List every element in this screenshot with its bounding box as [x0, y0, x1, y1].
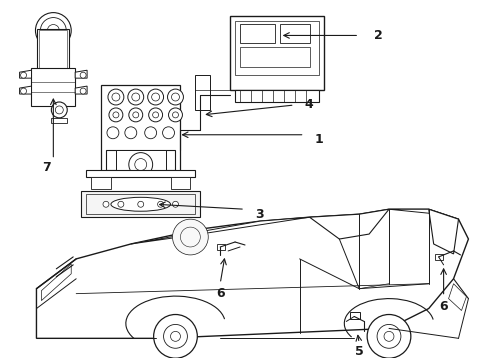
Text: 1: 1 — [315, 133, 323, 146]
Circle shape — [80, 72, 86, 78]
Circle shape — [164, 324, 187, 348]
Circle shape — [135, 159, 147, 171]
Circle shape — [172, 93, 179, 101]
Polygon shape — [20, 86, 31, 94]
Text: 2: 2 — [374, 29, 383, 42]
Circle shape — [118, 201, 124, 207]
Circle shape — [145, 127, 157, 139]
Circle shape — [103, 201, 109, 207]
Bar — [106, 150, 175, 170]
Circle shape — [112, 93, 120, 101]
Circle shape — [151, 93, 160, 101]
Bar — [196, 75, 210, 110]
Bar — [86, 194, 196, 214]
Circle shape — [108, 89, 124, 105]
Circle shape — [169, 108, 182, 122]
Circle shape — [172, 112, 178, 118]
Polygon shape — [131, 217, 310, 244]
Circle shape — [48, 24, 59, 36]
Circle shape — [148, 108, 163, 122]
Polygon shape — [75, 86, 87, 94]
Polygon shape — [36, 209, 468, 338]
Circle shape — [147, 89, 164, 105]
Circle shape — [129, 153, 153, 176]
Bar — [240, 48, 310, 67]
Text: 7: 7 — [42, 161, 51, 174]
Circle shape — [35, 13, 71, 48]
Circle shape — [21, 72, 26, 78]
Circle shape — [180, 227, 200, 247]
Polygon shape — [20, 70, 31, 78]
Text: 4: 4 — [305, 99, 313, 112]
Circle shape — [113, 112, 119, 118]
Polygon shape — [42, 264, 71, 301]
Circle shape — [158, 201, 164, 207]
Circle shape — [367, 315, 411, 358]
Polygon shape — [389, 209, 459, 219]
Bar — [350, 311, 360, 319]
Circle shape — [172, 219, 208, 255]
Bar — [37, 28, 69, 73]
Bar — [235, 21, 319, 75]
Bar — [39, 31, 67, 71]
Bar — [91, 177, 111, 189]
Circle shape — [163, 127, 174, 139]
Circle shape — [168, 89, 183, 105]
Bar — [51, 118, 67, 123]
Bar — [116, 150, 166, 177]
Circle shape — [51, 102, 67, 118]
Circle shape — [153, 112, 159, 118]
Circle shape — [129, 108, 143, 122]
Bar — [217, 244, 225, 250]
Text: 6: 6 — [216, 287, 224, 300]
Circle shape — [138, 201, 144, 207]
Circle shape — [128, 89, 144, 105]
Circle shape — [125, 127, 137, 139]
Text: 6: 6 — [440, 300, 448, 313]
Text: 5: 5 — [355, 345, 364, 358]
Bar — [31, 68, 75, 106]
Bar — [235, 90, 319, 102]
Circle shape — [80, 88, 86, 94]
Circle shape — [55, 106, 63, 114]
Bar — [230, 15, 324, 90]
Circle shape — [132, 93, 140, 101]
Circle shape — [377, 324, 401, 348]
Polygon shape — [448, 284, 466, 311]
Circle shape — [172, 201, 178, 207]
Circle shape — [133, 112, 139, 118]
Polygon shape — [310, 209, 389, 239]
Bar — [435, 254, 442, 260]
Text: 3: 3 — [255, 208, 264, 221]
Circle shape — [107, 127, 119, 139]
Bar — [280, 23, 310, 44]
Circle shape — [109, 108, 123, 122]
Circle shape — [171, 332, 180, 341]
Circle shape — [384, 332, 394, 341]
Bar — [101, 85, 180, 175]
Circle shape — [21, 88, 26, 94]
Bar — [240, 23, 275, 44]
Polygon shape — [429, 209, 459, 254]
Circle shape — [41, 18, 66, 44]
Bar — [171, 177, 191, 189]
Ellipse shape — [111, 197, 171, 211]
Polygon shape — [75, 70, 87, 78]
Circle shape — [154, 315, 197, 358]
Polygon shape — [81, 192, 200, 217]
Polygon shape — [86, 170, 196, 177]
